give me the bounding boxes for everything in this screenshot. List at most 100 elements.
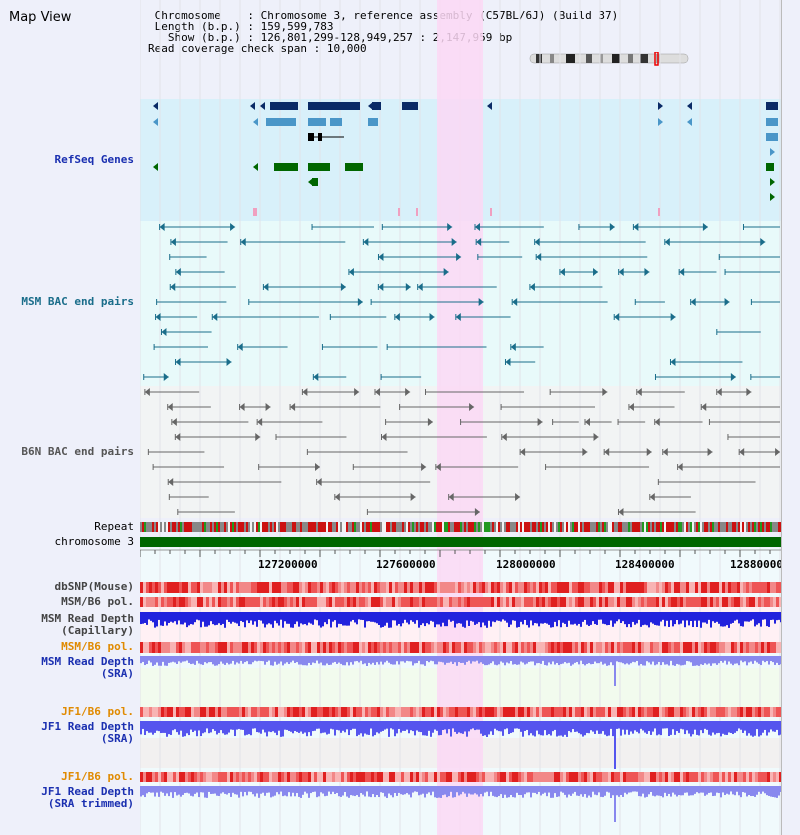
bac-end-arrow xyxy=(559,268,565,276)
gene-exon xyxy=(274,163,298,171)
bac-end-arrow xyxy=(302,388,308,396)
track-label-jf1-depth: JF1 Read Depth (SRA) xyxy=(41,720,134,745)
bac-end-arrow xyxy=(614,313,620,321)
bac-end-arrow xyxy=(505,358,511,366)
bac-end-arrow xyxy=(357,298,363,306)
track-label-msm-pol-2: MSM/B6 pol. xyxy=(61,640,134,653)
bac-end-arrow xyxy=(662,448,668,456)
gene-exon xyxy=(318,133,322,141)
bac-end-arrow xyxy=(168,478,174,486)
bac-end-arrow xyxy=(363,238,369,246)
bac-end-arrow xyxy=(633,223,639,231)
track-label-msm-bac[interactable]: MSM BAC end pairs xyxy=(21,295,134,308)
right-scroll-edge[interactable] xyxy=(781,0,800,835)
gene-strand-arrow xyxy=(260,102,265,110)
bac-end-arrow xyxy=(340,283,346,291)
bac-end-arrow xyxy=(175,358,181,366)
bac-end-arrow xyxy=(602,388,608,396)
repeat-track-glyphs xyxy=(140,522,781,532)
bac-end-arrow xyxy=(469,403,475,411)
bac-end-arrow xyxy=(405,283,411,291)
gene-strand-arrow xyxy=(687,102,692,110)
genome-map-canvas[interactable]: 127200000 127600000 128000000 128400000 … xyxy=(140,0,781,835)
gene-marker xyxy=(253,208,255,216)
bac-end-arrow xyxy=(582,448,588,456)
bac-end-arrow xyxy=(290,403,296,411)
bac-end-arrow xyxy=(155,313,161,321)
track-label-msm-pol: MSM/B6 pol. xyxy=(61,595,134,608)
bac-end-arrow xyxy=(239,403,245,411)
bac-end-arrow xyxy=(175,268,181,276)
ideogram-position-marker xyxy=(654,52,659,66)
read-depth-histograms xyxy=(140,612,781,822)
track-label-msm-depth-capillary: MSM Read Depth (Capillary) xyxy=(41,612,134,637)
bac-end-arrow xyxy=(654,418,660,426)
bac-end-arrow xyxy=(520,448,526,456)
bac-end-arrow xyxy=(534,238,540,246)
bac-end-arrow xyxy=(636,388,642,396)
track-label-jf1-pol-2: JF1/B6 pol. xyxy=(61,770,134,783)
info-row-span: Read coverage check span : 10,000 xyxy=(148,42,367,55)
gene-strand-arrow xyxy=(153,118,158,126)
gene-exon xyxy=(766,102,778,110)
gene-exon xyxy=(312,178,318,186)
bac-end-arrow xyxy=(670,358,676,366)
track-label-repeat: Repeat xyxy=(94,520,134,533)
gene-exon xyxy=(308,133,314,141)
region-info: Chromosome : Chromosome 3, reference ass… xyxy=(148,10,618,54)
bac-end-arrow xyxy=(474,508,480,516)
bac-end-arrow xyxy=(374,388,380,396)
bac-end-arrow xyxy=(427,418,433,426)
bac-end-arrow xyxy=(456,253,462,261)
bac-end-arrow xyxy=(701,403,707,411)
bac-end-arrow xyxy=(212,313,218,321)
gene-marker xyxy=(658,208,660,216)
bac-end-arrow xyxy=(455,313,461,321)
bac-end-arrow xyxy=(378,283,384,291)
track-label-dbsnp: dbSNP(Mouse) xyxy=(54,580,134,593)
gene-exon xyxy=(766,133,778,141)
bac-end-arrow xyxy=(447,223,453,231)
bac-end-arrow xyxy=(679,268,685,276)
bac-end-arrow xyxy=(170,283,176,291)
bac-end-arrow xyxy=(230,223,236,231)
gene-strand-arrow xyxy=(770,148,775,156)
gene-strand-arrow xyxy=(658,118,663,126)
gene-exon xyxy=(308,163,330,171)
selected-region-highlight xyxy=(437,0,483,835)
bac-end-arrow xyxy=(451,238,457,246)
gene-exon xyxy=(766,118,778,126)
axis-tick-label: 128800000 xyxy=(730,558,781,571)
gene-exon xyxy=(266,118,296,126)
track-label-refseq[interactable]: RefSeq Genes xyxy=(54,153,134,166)
msm-bac-glyphs xyxy=(143,223,780,381)
gene-marker xyxy=(255,208,257,216)
bac-end-arrow xyxy=(313,373,319,381)
bac-end-arrow xyxy=(443,268,449,276)
bac-end-arrow xyxy=(593,268,599,276)
bac-end-arrow xyxy=(510,343,516,351)
bac-end-arrow xyxy=(410,493,416,501)
chromosome-bar xyxy=(140,537,781,547)
track-label-b6n-bac[interactable]: B6N BAC end pairs xyxy=(21,445,134,458)
refseq-gene-glyphs xyxy=(153,102,778,216)
gene-exon xyxy=(345,163,363,171)
gene-strand-arrow xyxy=(253,163,258,171)
bac-end-arrow xyxy=(649,493,655,501)
bac-end-arrow xyxy=(670,313,676,321)
gene-strand-arrow xyxy=(308,178,313,186)
bac-end-arrow xyxy=(604,448,610,456)
bac-end-arrow xyxy=(405,388,411,396)
bac-end-arrow xyxy=(628,403,634,411)
chromosome-ideogram[interactable] xyxy=(528,52,692,66)
bac-end-arrow xyxy=(334,493,340,501)
bac-end-arrow xyxy=(175,433,181,441)
bac-end-arrow xyxy=(512,298,518,306)
bac-end-arrow xyxy=(584,418,590,426)
left-label-panel xyxy=(0,0,140,835)
bac-end-arrow xyxy=(702,223,708,231)
axis-tick-label: 128400000 xyxy=(615,558,675,571)
gene-exon xyxy=(308,118,326,126)
bac-end-arrow xyxy=(476,238,482,246)
bac-end-arrow xyxy=(167,403,173,411)
